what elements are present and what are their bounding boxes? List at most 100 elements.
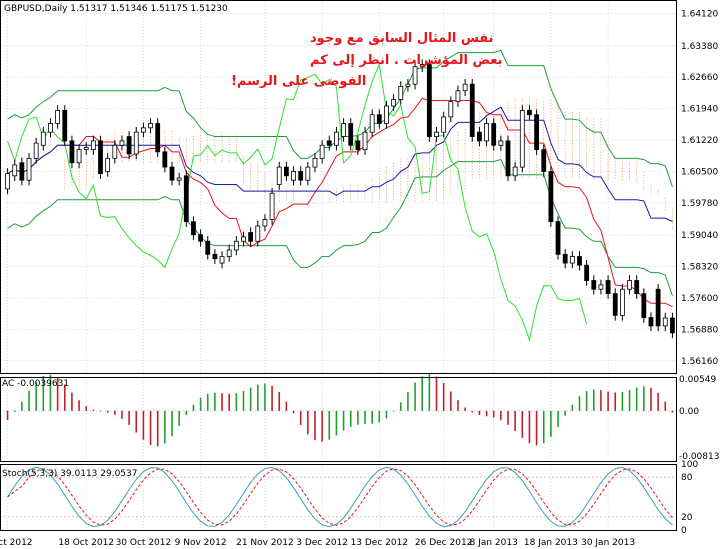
candle-body [634,280,640,295]
candle-body [670,317,675,334]
ac-tick-label: 0.00 [679,407,699,417]
candle-body [612,293,618,316]
panel-frame [0,0,677,374]
candle-body [462,83,468,92]
candle-body [33,142,39,159]
candle-body [69,140,75,164]
candle-body [248,232,254,242]
candle-body [641,293,647,318]
x-tick-label: 18 Jan 2013 [524,538,578,548]
candle-body [226,249,232,257]
x-tick-label: 13 Dec 2012 [351,538,409,548]
stoch-tick-label: 100 [681,460,698,470]
y-tick-label: 1.61940 [681,105,718,115]
candle-body [405,83,411,87]
candle-body [169,166,175,181]
y-tick-label: 1.58320 [681,263,718,273]
candle-body [334,131,339,146]
candle-body [534,114,539,151]
x-tick-label: 30 Jan 2013 [581,538,635,548]
candle-body [83,147,89,151]
candle-body [291,171,296,181]
candle-body [348,123,354,146]
envelope-upper [7,49,673,187]
y-tick-label: 1.63380 [681,42,718,52]
candle-body [255,225,261,242]
candle-body [262,219,268,227]
candle-body [598,284,604,290]
x-tick-label: 3 Dec 2012 [296,538,348,548]
candle-body [219,256,225,264]
y-tick-label: 1.59780 [681,199,718,209]
candle-body [477,131,482,142]
y-tick-label: 1.56160 [681,357,718,367]
candle-body [391,99,397,107]
candle-body [19,162,25,181]
stoch-label: Stoch(5,3,3) 39.0113 29.0537 [2,469,137,479]
candle-body [548,171,554,223]
x-tick-label: 4 Oct 2012 [0,538,33,548]
candle-body [48,123,53,133]
indicator-lines [7,49,673,342]
candle-body [505,140,511,177]
candle-body [98,140,103,175]
candle-body [112,144,118,159]
candle-body [512,166,518,177]
candle-body [148,123,153,129]
candle-body [369,114,375,133]
candle-body [176,177,182,181]
x-tick-label: 18 Oct 2012 [58,538,114,548]
candle-body [183,175,189,223]
candle-body [298,171,304,181]
candle-body [76,149,82,164]
candle-body [26,157,32,181]
candle-body [455,90,461,103]
candle-body [233,240,239,251]
axis-labels: 1.64120 1.63380 1.62660 1.61940 1.61220 1.605… [0,10,719,548]
candle-body [362,131,368,151]
stoch-tick-label: 80 [681,473,693,483]
ac-tick-label: -0.00813 [679,452,719,462]
candle-body [448,101,454,118]
x-tick-label: 26 Dec 2012 [415,538,473,548]
y-tick-label: 1.57600 [681,294,718,304]
candle-body [584,264,590,281]
candle-body [141,127,146,133]
annotation-line-2: بعض المؤشرات . انظر إلى كم [310,53,502,68]
stoch-signal-line [7,468,673,526]
candle-body [276,166,282,185]
candle-body [126,136,132,155]
candle-body [62,109,68,142]
ac-tick-label: 0.00549 [679,375,716,385]
kijun-line [7,106,673,223]
candle-body [119,140,125,146]
candle-body [555,221,561,255]
panel-frame [0,377,677,462]
candle-body [191,221,196,236]
candle-body [519,109,525,168]
annotation-line-1: نفس المثال السابق مع وجود [310,31,494,46]
candle-body [376,114,382,124]
candle-body [619,288,625,316]
chikou-line [7,62,588,342]
candle-body [283,166,289,177]
candle-body [605,280,611,295]
ichimoku-cloud [64,97,673,230]
y-tick-label: 1.62660 [681,73,718,83]
candle-body [384,105,389,124]
ac-histogram [0,374,676,447]
main-title: GBPUSD,Daily 1.51317 1.51346 1.51175 1.5… [4,4,228,14]
stoch-tick-label: 20 [681,513,693,523]
y-tick-label: 1.56880 [681,325,718,335]
candle-body [491,123,497,146]
stoch-tick-label: 0 [681,526,687,536]
panel-frame [0,464,677,531]
x-tick-label: 8 Jan 2013 [470,538,518,548]
candle-body [326,140,332,146]
candle-body [627,280,632,290]
candle-body [155,123,161,153]
envelope-lower [7,158,673,296]
candle-body [648,317,654,327]
candle-body [655,288,661,327]
